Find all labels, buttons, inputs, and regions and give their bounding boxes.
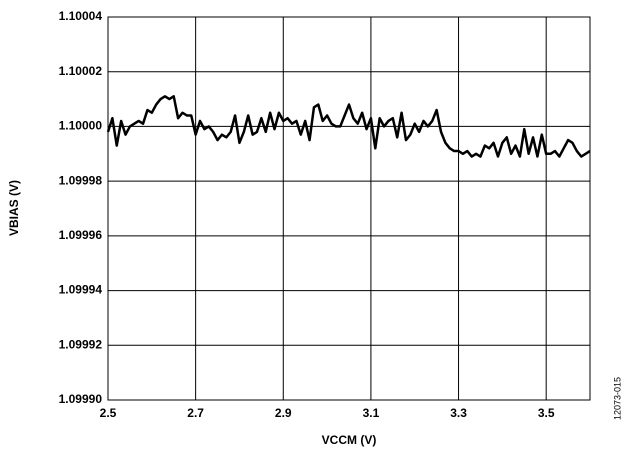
y-tick-label: 1.10004 xyxy=(59,9,103,23)
figure-note: 12073-015 xyxy=(612,377,622,420)
y-axis-label: VBIAS (V) xyxy=(7,180,21,236)
y-tick-label: 1.10000 xyxy=(59,119,103,133)
y-tick-label: 1.09994 xyxy=(59,283,103,297)
x-tick-label: 3.3 xyxy=(450,406,467,420)
plot-frame xyxy=(107,16,591,401)
data-line xyxy=(106,95,591,158)
x-tick-label: 2.7 xyxy=(187,406,204,420)
y-tick-label: 1.10002 xyxy=(59,64,103,78)
y-tick-label: 1.09992 xyxy=(59,337,103,351)
x-tick-label: 3.1 xyxy=(363,406,380,420)
x-axis-label: VCCM (V) xyxy=(322,433,377,447)
y-tick-label: 1.09996 xyxy=(59,228,103,242)
x-tick-label: 2.5 xyxy=(100,406,117,420)
y-tick-label: 1.09998 xyxy=(59,173,103,187)
x-tick-label: 2.9 xyxy=(275,406,292,420)
x-tick-label: 3.5 xyxy=(538,406,555,420)
y-tick-label: 1.09990 xyxy=(59,392,103,406)
